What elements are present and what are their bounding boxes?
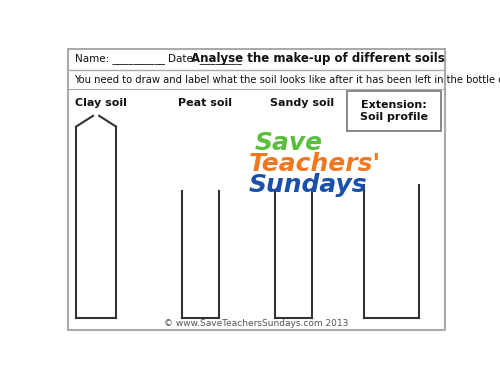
Text: You need to draw and label what the soil looks like after it has been left in th: You need to draw and label what the soil… <box>74 75 500 85</box>
Text: Sandy soil: Sandy soil <box>270 98 334 108</box>
Text: Analyse the make-up of different soils: Analyse the make-up of different soils <box>191 53 445 65</box>
Bar <box>347 91 441 131</box>
Text: Name: __________: Name: __________ <box>74 53 164 64</box>
Text: Teachers': Teachers' <box>248 152 380 176</box>
Text: Extension:
Soil profile: Extension: Soil profile <box>360 100 428 122</box>
Text: Date: ________: Date: ________ <box>168 53 242 64</box>
Text: Peat soil: Peat soil <box>178 98 232 108</box>
Text: Sundays: Sundays <box>248 173 367 197</box>
Text: Clay soil: Clay soil <box>74 98 126 108</box>
Text: © www.SaveTeachersSundays.com 2013: © www.SaveTeachersSundays.com 2013 <box>164 319 348 328</box>
Text: Save: Save <box>254 131 323 155</box>
